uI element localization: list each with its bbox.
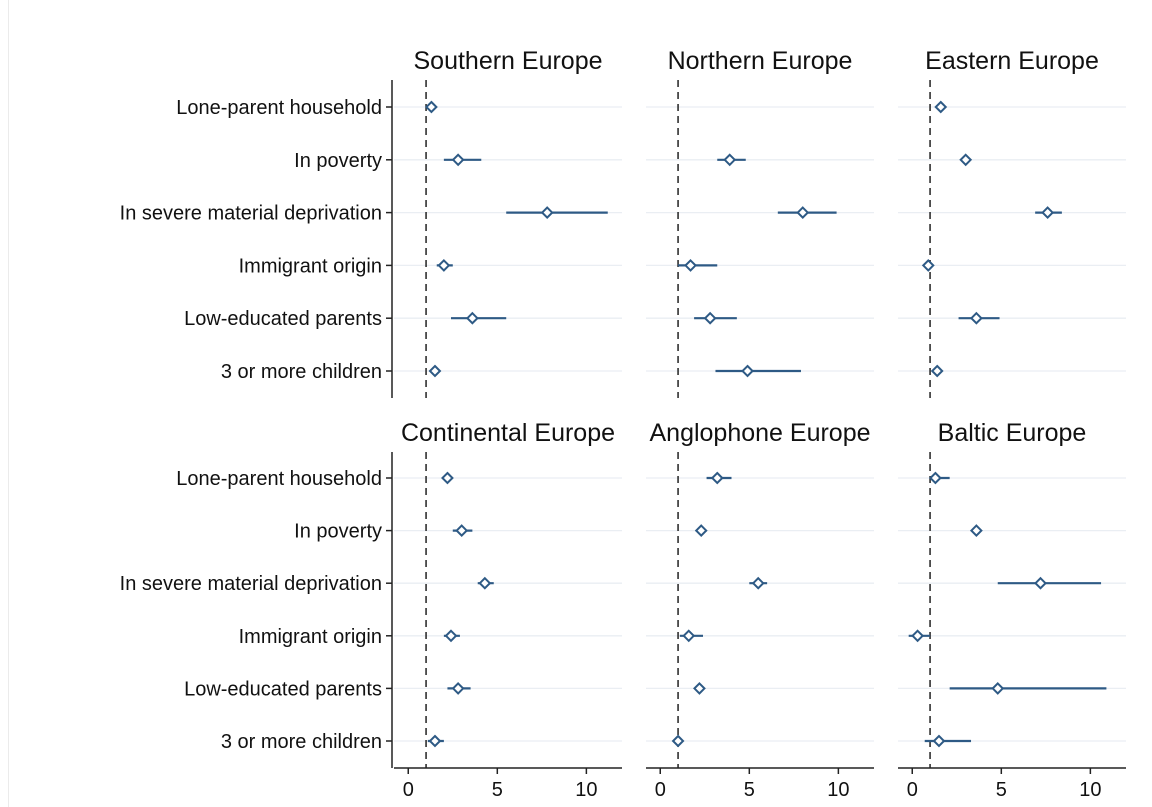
point-estimate (682, 629, 696, 643)
x-tick-label: 0 (655, 779, 666, 801)
category-label: Immigrant origin (239, 255, 382, 277)
x-tick-label: 10 (1079, 779, 1101, 801)
point-estimate (671, 734, 685, 748)
x-tick-label: 10 (575, 779, 597, 801)
point-estimate (921, 258, 935, 272)
panel-continental-europe: Continental Europe Lone-parent household I… (120, 419, 622, 801)
point-estimate (741, 364, 754, 378)
point-estimate (444, 629, 458, 643)
point-estimate (930, 364, 944, 378)
point-estimate (703, 311, 717, 325)
panel-anglophone-europe: Anglophone Europe 0 5 10 (646, 419, 874, 801)
category-label: Lone-parent household (176, 97, 382, 119)
category-label: 3 or more children (221, 731, 382, 753)
point-estimate (1034, 576, 1047, 590)
point-estimate (428, 734, 442, 748)
x-tick-label: 0 (907, 779, 918, 801)
panel-title: Continental Europe (401, 419, 615, 447)
category-label: Immigrant origin (239, 626, 382, 648)
point-estimate (934, 100, 948, 114)
point-estimate (1041, 206, 1055, 220)
point-estimate (911, 629, 925, 643)
point-estimate (959, 153, 973, 167)
point-estimate (969, 311, 983, 325)
category-label: 3 or more children (221, 361, 382, 383)
x-tick-label: 5 (492, 779, 503, 801)
point-estimate (428, 364, 442, 378)
point-estimate (796, 206, 810, 220)
category-label: Low-educated parents (184, 308, 382, 330)
point-estimate (932, 734, 946, 748)
panel-northern-europe: Northern Europe (646, 47, 874, 398)
panel-title: Northern Europe (668, 47, 853, 75)
point-estimate (991, 681, 1005, 695)
point-estimate (694, 524, 708, 538)
point-estimate (684, 258, 697, 272)
point-estimate (424, 100, 438, 114)
x-tick-label: 0 (403, 779, 414, 801)
point-estimate (928, 471, 942, 485)
panel-eastern-europe: Eastern Europe (898, 47, 1126, 398)
point-estimate (540, 206, 554, 220)
point-estimate (723, 153, 737, 167)
point-estimate (437, 258, 451, 272)
panel-title: Baltic Europe (938, 419, 1087, 447)
point-estimate (441, 471, 454, 485)
point-estimate (710, 471, 724, 485)
point-estimate (451, 681, 465, 695)
figure-left-border (8, 0, 9, 807)
x-tick-label: 10 (827, 779, 849, 801)
x-tick-label: 5 (744, 779, 755, 801)
panel-title: Anglophone Europe (649, 419, 870, 447)
panel-southern-europe: Southern Europe Lone-parent household In p… (120, 47, 622, 398)
panel-title: Eastern Europe (925, 47, 1099, 75)
x-tick-label: 5 (996, 779, 1007, 801)
category-label: In poverty (294, 150, 382, 172)
category-label: In severe material deprivation (120, 203, 382, 225)
panel-title: Southern Europe (413, 47, 602, 75)
point-estimate (693, 681, 706, 695)
point-estimate (478, 576, 492, 590)
category-label: In poverty (294, 521, 382, 543)
point-estimate (751, 576, 765, 590)
category-label: In severe material deprivation (120, 573, 382, 595)
point-estimate (455, 524, 469, 538)
point-estimate (451, 153, 465, 167)
panel-baltic-europe: Baltic Europe 0 5 10 (898, 419, 1126, 801)
point-estimate (969, 524, 983, 538)
category-label: Lone-parent household (176, 468, 382, 490)
point-estimate (465, 311, 479, 325)
category-label: Low-educated parents (184, 678, 382, 700)
